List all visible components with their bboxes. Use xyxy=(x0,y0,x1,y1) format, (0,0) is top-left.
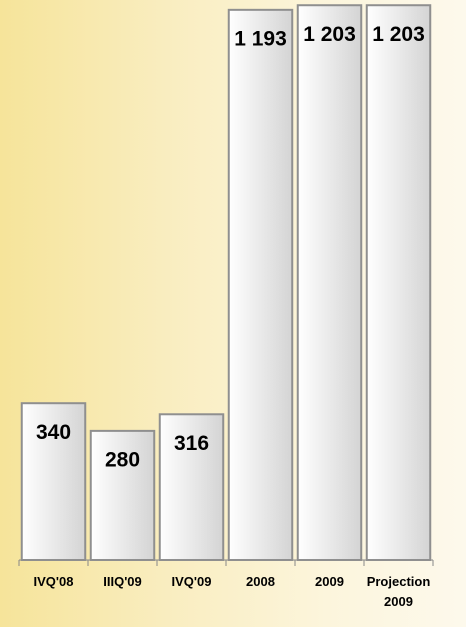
bar xyxy=(227,8,294,562)
x-tick-label: IVQ'09 xyxy=(171,574,212,589)
value-label: 1 203 xyxy=(303,23,356,46)
value-label: 280 xyxy=(105,448,140,471)
bar xyxy=(365,4,432,562)
value-label: 1 193 xyxy=(234,27,287,50)
x-tick-label: 2009 xyxy=(315,574,344,589)
value-label: 1 203 xyxy=(372,23,425,46)
bar xyxy=(89,429,156,561)
x-tick-label: 2008 xyxy=(246,574,275,589)
x-tick-label: IIIQ'09 xyxy=(103,574,142,589)
x-tick-label: IVQ'08 xyxy=(33,574,74,589)
bar xyxy=(20,402,87,561)
bar xyxy=(296,4,363,562)
x-tick-label: Projection 2009 xyxy=(366,574,431,609)
value-label: 316 xyxy=(174,432,209,455)
bar xyxy=(158,413,225,561)
value-label: 340 xyxy=(36,421,71,444)
